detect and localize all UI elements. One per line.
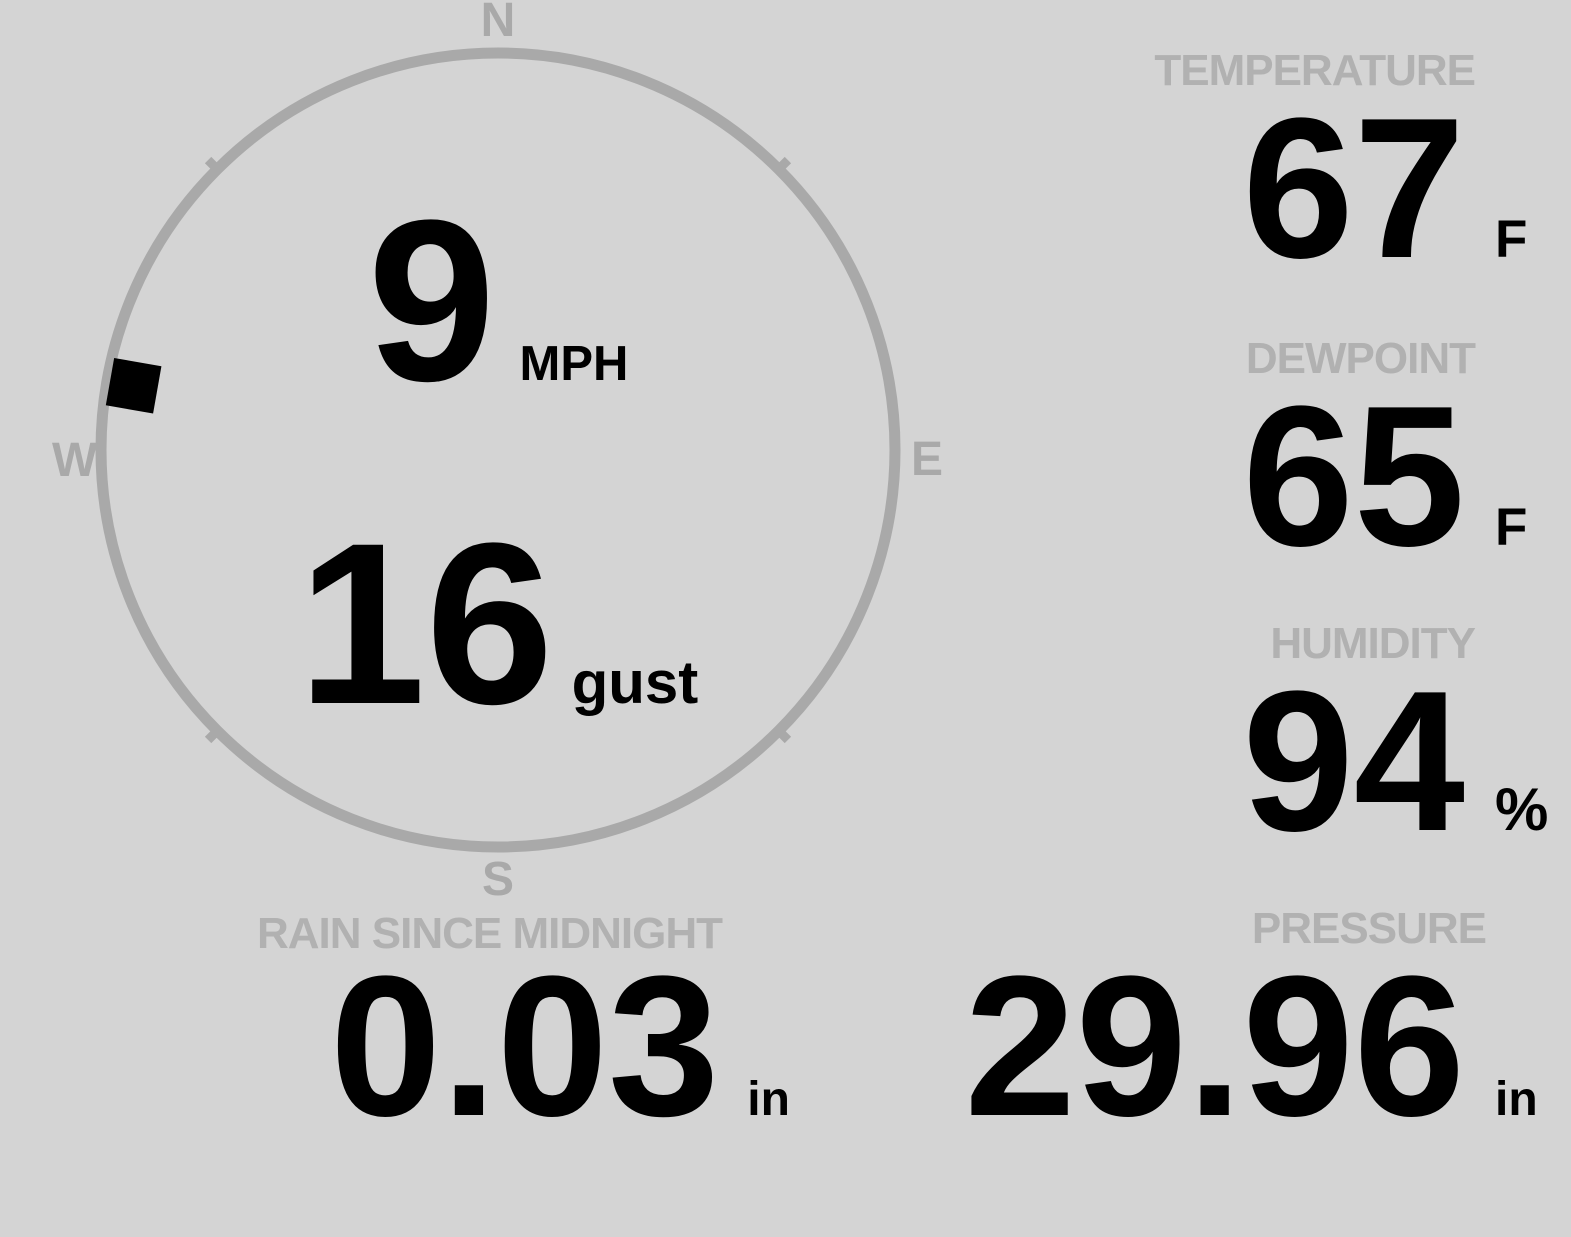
compass-ring (95, 47, 901, 853)
wind-gust-unit: gust (571, 649, 699, 716)
rain-reading: 0.03 in (330, 947, 790, 1147)
compass-label-east: E (911, 433, 944, 486)
wind-direction-marker (105, 357, 162, 414)
pressure-value: 29.96 (964, 935, 1466, 1158)
compass-label-south: S (481, 853, 514, 906)
temperature-unit: F (1495, 210, 1528, 269)
compass-tick-ne (774, 156, 792, 174)
dewpoint-reading: DEWPOINT 65 F (980, 337, 1540, 577)
compass-label-west: W (52, 434, 98, 487)
humidity-unit: % (1495, 776, 1549, 843)
dewpoint-value: 65 (1242, 365, 1465, 588)
wind-speed-reading: 9 MPH (0, 186, 996, 416)
pressure-unit: in (1495, 1073, 1538, 1126)
rain-unit: in (747, 1073, 790, 1126)
humidity-label: HUMIDITY (1270, 619, 1476, 668)
compass-tick-nw (204, 156, 222, 174)
rain-label: RAIN SINCE MIDNIGHT (257, 909, 723, 958)
compass-label-north: N (480, 0, 516, 47)
humidity-value: 94 (1242, 650, 1465, 873)
temperature-reading: TEMPERATURE 67 F (980, 49, 1540, 289)
dewpoint-label: DEWPOINT (1245, 334, 1476, 383)
humidity-reading: HUMIDITY 94 % (980, 619, 1549, 873)
wind-gust-reading: 16 gust (0, 509, 996, 739)
temperature-label: TEMPERATURE (1154, 46, 1476, 95)
compass-tick-sw (204, 726, 222, 744)
rain-value: 0.03 (330, 935, 720, 1158)
wind-speed-unit: MPH (519, 337, 629, 391)
wind-gust-value: 16 (297, 495, 554, 752)
dewpoint-unit: F (1495, 498, 1528, 557)
wind-speed-value: 9 (367, 172, 496, 429)
pressure-reading: 29.96 in (965, 947, 1541, 1147)
compass-tick-se (774, 726, 792, 744)
temperature-value: 67 (1242, 77, 1465, 300)
pressure-label: PRESSURE (1251, 904, 1487, 953)
